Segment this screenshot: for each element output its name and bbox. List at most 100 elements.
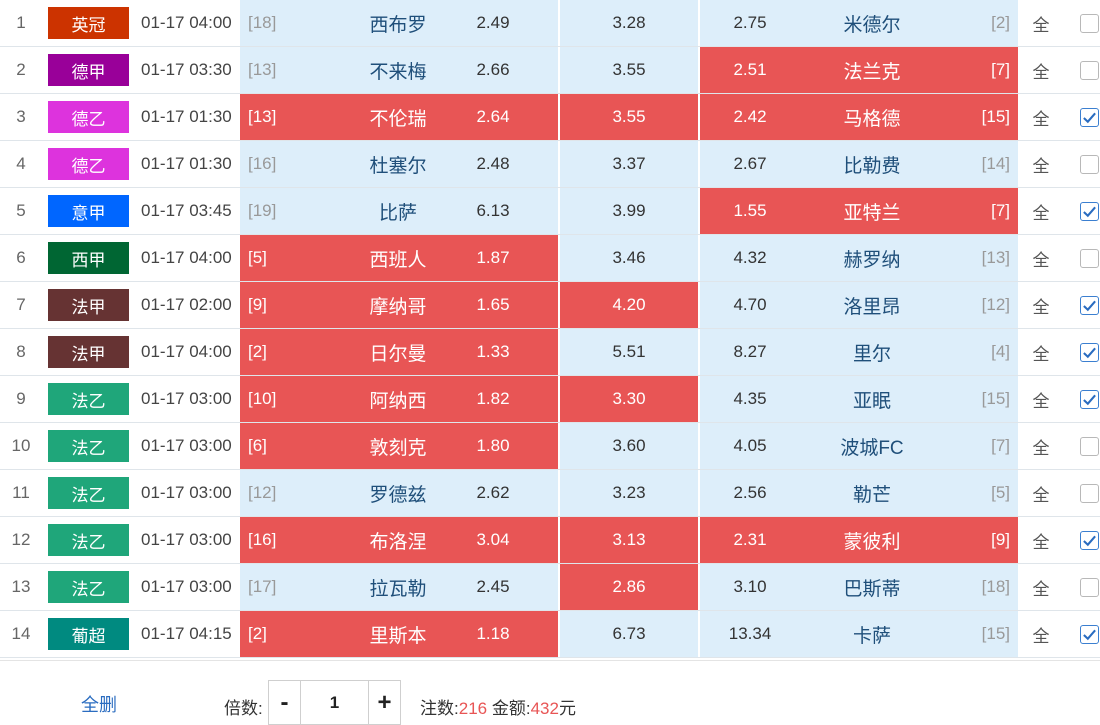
row-checkbox[interactable] <box>1079 436 1099 456</box>
row-checkbox[interactable] <box>1079 530 1099 550</box>
away-win-option[interactable]: 2.31 蒙彼利 [9] <box>700 517 1018 563</box>
away-rank: [2] <box>991 13 1010 32</box>
row-checkbox[interactable] <box>1079 389 1099 409</box>
match-row: 7 法甲 01-17 02:00 [9] 摩纳哥 1.65 4.20 4.70 洛里昂 [12] 全 <box>0 282 1100 329</box>
select-all-button[interactable]: 全 <box>1032 485 1050 505</box>
home-win-option[interactable]: [17] 拉瓦勒 2.45 <box>240 564 558 610</box>
multiplier-input[interactable] <box>301 681 368 724</box>
draw-option[interactable]: 6.73 <box>560 611 698 657</box>
league-badge: 法甲 <box>48 289 129 321</box>
away-win-option[interactable]: 2.67 比勒费 [14] <box>700 141 1018 187</box>
draw-option[interactable]: 3.28 <box>560 0 698 46</box>
draw-option[interactable]: 2.86 <box>560 564 698 610</box>
home-odd: 1.65 <box>476 295 510 314</box>
home-rank: [16] <box>248 530 277 549</box>
away-win-option[interactable]: 13.34 卡萨 [15] <box>700 611 1018 657</box>
row-checkbox[interactable] <box>1079 201 1099 221</box>
row-checkbox[interactable] <box>1079 13 1099 33</box>
row-checkbox[interactable] <box>1079 577 1099 597</box>
select-all-button[interactable]: 全 <box>1032 109 1050 129</box>
draw-option[interactable]: 3.23 <box>560 470 698 516</box>
match-list: 1 英冠 01-17 04:00 [18] 西布罗 2.49 3.28 2.75 米德尔 [2] 全… <box>0 0 1100 658</box>
select-all-button[interactable]: 全 <box>1032 15 1050 35</box>
home-win-option[interactable]: [19] 比萨 6.13 <box>240 188 558 234</box>
row-checkbox-cell <box>1078 517 1100 563</box>
row-checkbox[interactable] <box>1079 624 1099 644</box>
league-badge: 法乙 <box>48 524 129 556</box>
away-win-option[interactable]: 2.42 马格德 [15] <box>700 94 1018 140</box>
match-row: 14 葡超 01-17 04:15 [2] 里斯本 1.18 6.73 13.34 卡萨 [15]… <box>0 611 1100 658</box>
home-rank: [13] <box>248 107 277 126</box>
row-checkbox[interactable] <box>1079 60 1099 80</box>
away-team: 勒芒 <box>852 484 891 506</box>
away-win-option[interactable]: 4.70 洛里昂 [12] <box>700 282 1018 328</box>
increase-button[interactable]: + <box>368 681 400 724</box>
select-all-button[interactable]: 全 <box>1032 532 1050 552</box>
row-checkbox[interactable] <box>1079 248 1099 268</box>
home-win-option[interactable]: [13] 不伦瑞 2.64 <box>240 94 558 140</box>
select-all-button[interactable]: 全 <box>1032 438 1050 458</box>
home-team: 拉瓦勒 <box>369 578 427 600</box>
home-rank: [2] <box>248 624 267 643</box>
select-all-button[interactable]: 全 <box>1032 62 1050 82</box>
select-all-button[interactable]: 全 <box>1032 203 1050 223</box>
home-win-option[interactable]: [12] 罗德兹 2.62 <box>240 470 558 516</box>
clear-all-button[interactable]: 全删 <box>81 695 117 715</box>
home-win-option[interactable]: [2] 里斯本 1.18 <box>240 611 558 657</box>
match-row: 9 法乙 01-17 03:00 [10] 阿纳西 1.82 3.30 4.35 亚眠 [15] 全 <box>0 376 1100 423</box>
away-win-option[interactable]: 8.27 里尔 [4] <box>700 329 1018 375</box>
row-checkbox[interactable] <box>1079 154 1099 174</box>
select-all-button[interactable]: 全 <box>1032 626 1050 646</box>
decrease-button[interactable]: - <box>269 681 301 724</box>
row-checkbox[interactable] <box>1079 107 1099 127</box>
away-win-option[interactable]: 2.51 法兰克 [7] <box>700 47 1018 93</box>
home-win-option[interactable]: [10] 阿纳西 1.82 <box>240 376 558 422</box>
select-all-button[interactable]: 全 <box>1032 391 1050 411</box>
select-all-button[interactable]: 全 <box>1032 250 1050 270</box>
row-index: 3 <box>16 107 26 126</box>
away-win-option[interactable]: 4.32 赫罗纳 [13] <box>700 235 1018 281</box>
home-win-option[interactable]: [16] 杜塞尔 2.48 <box>240 141 558 187</box>
home-rank: [9] <box>248 295 267 314</box>
match-time: 01-17 04:00 <box>141 13 232 32</box>
home-rank: [16] <box>248 154 277 173</box>
home-odd: 2.64 <box>476 107 510 126</box>
match-time: 01-17 04:15 <box>141 624 232 643</box>
away-win-option[interactable]: 4.35 亚眠 [15] <box>700 376 1018 422</box>
select-all-button[interactable]: 全 <box>1032 156 1050 176</box>
row-checkbox[interactable] <box>1079 295 1099 315</box>
select-all-button[interactable]: 全 <box>1032 344 1050 364</box>
home-win-option[interactable]: [9] 摩纳哥 1.65 <box>240 282 558 328</box>
home-win-option[interactable]: [13] 不来梅 2.66 <box>240 47 558 93</box>
draw-option[interactable]: 3.55 <box>560 94 698 140</box>
home-team: 杜塞尔 <box>369 155 427 177</box>
select-all-button[interactable]: 全 <box>1032 579 1050 599</box>
away-win-option[interactable]: 1.55 亚特兰 [7] <box>700 188 1018 234</box>
row-checkbox[interactable] <box>1079 483 1099 503</box>
away-win-option[interactable]: 2.75 米德尔 [2] <box>700 0 1018 46</box>
home-win-option[interactable]: [5] 西班人 1.87 <box>240 235 558 281</box>
home-win-option[interactable]: [6] 敦刻克 1.80 <box>240 423 558 469</box>
home-win-option[interactable]: [16] 布洛涅 3.04 <box>240 517 558 563</box>
draw-option[interactable]: 3.37 <box>560 141 698 187</box>
draw-option[interactable]: 3.30 <box>560 376 698 422</box>
home-win-option[interactable]: [18] 西布罗 2.49 <box>240 0 558 46</box>
select-all-button[interactable]: 全 <box>1032 297 1050 317</box>
draw-option[interactable]: 3.60 <box>560 423 698 469</box>
league-badge: 法乙 <box>48 477 129 509</box>
draw-option[interactable]: 5.51 <box>560 329 698 375</box>
row-checkbox-cell <box>1078 423 1100 469</box>
draw-option[interactable]: 3.13 <box>560 517 698 563</box>
draw-option[interactable]: 4.20 <box>560 282 698 328</box>
away-win-option[interactable]: 2.56 勒芒 [5] <box>700 470 1018 516</box>
home-rank: [13] <box>248 60 277 79</box>
away-win-option[interactable]: 4.05 波城FC [7] <box>700 423 1018 469</box>
away-win-option[interactable]: 3.10 巴斯蒂 [18] <box>700 564 1018 610</box>
row-checkbox[interactable] <box>1079 342 1099 362</box>
draw-option[interactable]: 3.99 <box>560 188 698 234</box>
league-cell: 英冠 <box>48 0 129 46</box>
league-cell: 法乙 <box>48 423 129 469</box>
home-win-option[interactable]: [2] 日尔曼 1.33 <box>240 329 558 375</box>
draw-option[interactable]: 3.46 <box>560 235 698 281</box>
draw-option[interactable]: 3.55 <box>560 47 698 93</box>
